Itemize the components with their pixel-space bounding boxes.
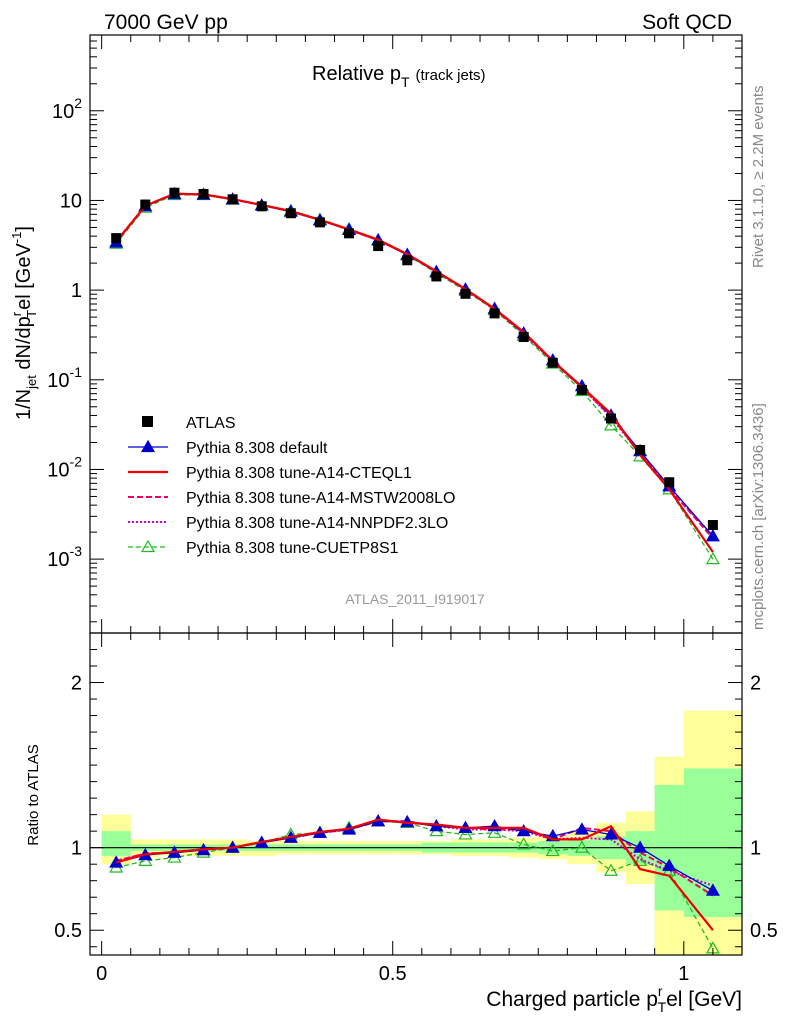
main-point-atlas bbox=[344, 228, 355, 239]
legend-marker-atlas bbox=[142, 416, 153, 427]
ratio-point-cuetp8s1 bbox=[574, 840, 589, 853]
ratio-point-cuetp8s1 bbox=[545, 843, 560, 857]
main-line-cteql1 bbox=[115, 192, 714, 553]
main-ylabel: 1/Njet dN/dprTel [GeV-1] bbox=[9, 226, 39, 420]
ratio-band-stat bbox=[101, 831, 131, 856]
main-line-default bbox=[115, 193, 714, 537]
main-ytick-label: 1 bbox=[71, 280, 82, 302]
main-point-atlas bbox=[664, 477, 675, 488]
analysis-watermark: ATLAS_2011_I919017 bbox=[345, 591, 485, 607]
ratio-point-default bbox=[574, 822, 589, 835]
x-axis-label: Charged particle pr Tel [GeV] bbox=[486, 983, 742, 1015]
ratio-point-default bbox=[662, 858, 677, 871]
legend-marker-default bbox=[140, 439, 156, 453]
ratio-ytick-label-right: 1 bbox=[750, 838, 761, 860]
main-point-atlas bbox=[576, 384, 587, 395]
main-point-cuetp8s1 bbox=[705, 551, 720, 565]
legend-label-mstw: Pythia 8.308 tune-A14-MSTW2008LO bbox=[186, 490, 455, 507]
ratio-point-cuetp8s1 bbox=[633, 853, 648, 866]
main-point-atlas bbox=[431, 271, 442, 282]
ratio-ytick-label: 1 bbox=[71, 838, 82, 860]
main-point-atlas bbox=[635, 444, 646, 455]
main-point-atlas bbox=[373, 241, 384, 252]
ratio-point-default bbox=[633, 840, 648, 853]
legend-label-atlas: ATLAS bbox=[186, 415, 236, 432]
xtick-label: 1 bbox=[678, 963, 689, 985]
main-point-atlas bbox=[314, 217, 325, 228]
main-point-atlas bbox=[169, 187, 180, 198]
ratio-point-default bbox=[487, 818, 502, 832]
header-left: 7000 GeV pp bbox=[104, 11, 228, 34]
main-point-atlas bbox=[402, 255, 413, 266]
legend: ATLAS Pythia 8.308 default Pythia 8.308 tu… bbox=[128, 415, 455, 557]
main-point-cuetp8s1 bbox=[603, 418, 619, 431]
main-point-atlas bbox=[111, 233, 122, 244]
ratio-axis-ticks: 0.5 0.5 1 1 2 2 0 0.5 1 bbox=[54, 632, 778, 985]
ratio-line-cuetp8s1 bbox=[116, 820, 714, 949]
main-point-atlas bbox=[256, 201, 267, 212]
main-point-atlas bbox=[198, 189, 209, 200]
main-point-atlas bbox=[518, 332, 529, 343]
legend-label-cteql1: Pythia 8.308 tune-A14-CTEQL1 bbox=[186, 465, 412, 482]
main-point-atlas bbox=[547, 357, 558, 368]
ratio-ytick-label: 0.5 bbox=[54, 920, 82, 942]
main-point-atlas bbox=[707, 520, 718, 531]
legend-label-default: Pythia 8.308 default bbox=[186, 440, 328, 457]
main-ytick-label: 10-3 bbox=[47, 543, 82, 571]
xtick-label: 0.5 bbox=[379, 963, 407, 985]
ratio-ytick-label: 2 bbox=[71, 673, 82, 695]
main-point-default bbox=[705, 529, 720, 542]
ratio-point-cuetp8s1 bbox=[516, 837, 531, 850]
ratio-point-cuetp8s1 bbox=[603, 863, 619, 876]
main-ytick-label: 102 bbox=[52, 95, 82, 123]
xtick-label: 0 bbox=[96, 963, 107, 985]
ratio-plot bbox=[90, 710, 742, 955]
main-ytick-label: 10-1 bbox=[47, 364, 82, 392]
ratio-line-cteql1 bbox=[115, 818, 714, 931]
ratio-ytick-label-right: 0.5 bbox=[750, 920, 778, 942]
main-point-atlas bbox=[140, 199, 151, 210]
main-title: Relative pT (track jets) bbox=[312, 63, 486, 90]
main-ytick-label: 10 bbox=[60, 190, 82, 212]
ratio-point-default bbox=[516, 823, 531, 837]
main-axis-ticks: 10-3 10-2 10-1 1 10 102 bbox=[47, 34, 743, 633]
legend-label-nnpdf: Pythia 8.308 tune-A14-NNPDF2.3LO bbox=[186, 515, 448, 532]
ratio-point-cuetp8s1 bbox=[458, 827, 473, 840]
ratio-point-default bbox=[603, 827, 619, 840]
main-point-atlas bbox=[227, 194, 238, 205]
rivet-label: Rivet 3.1.10, ≥ 2.2M events bbox=[750, 86, 767, 269]
main-point-atlas bbox=[489, 308, 500, 319]
main-ytick-label: 10-2 bbox=[47, 453, 82, 481]
legend-marker-cuetp8s1 bbox=[140, 539, 156, 553]
ratio-ytick-label-right: 2 bbox=[750, 673, 761, 695]
ratio-ylabel: Ratio to ATLAS bbox=[25, 744, 42, 845]
header-right: Soft QCD bbox=[642, 11, 732, 34]
main-point-atlas bbox=[606, 413, 617, 424]
ratio-point-cuetp8s1 bbox=[487, 825, 502, 838]
main-point-atlas bbox=[460, 288, 471, 299]
legend-label-cuetp8s1: Pythia 8.308 tune-CUETP8S1 bbox=[186, 540, 399, 557]
main-point-atlas bbox=[285, 208, 296, 219]
main-line-mstw bbox=[115, 192, 714, 540]
ratio-frame bbox=[89, 632, 743, 956]
ratio-point-default bbox=[705, 883, 720, 896]
source-label: mcplots.cern.ch [arXiv:1306.3436] bbox=[750, 403, 767, 630]
main-plot bbox=[109, 186, 720, 565]
main-line-nnpdf bbox=[115, 192, 714, 537]
